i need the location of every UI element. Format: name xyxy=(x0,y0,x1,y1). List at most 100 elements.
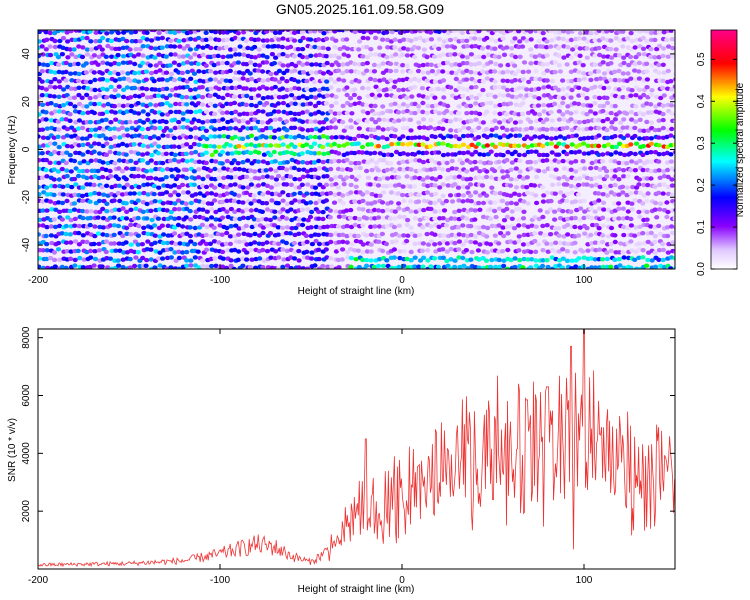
heatmap-cell xyxy=(260,200,266,206)
heatmap-cell xyxy=(55,240,62,246)
heatmap-cell xyxy=(661,30,667,35)
heatmap-cell xyxy=(456,104,462,109)
heatmap-cell xyxy=(151,30,157,33)
heatmap-cell xyxy=(52,224,59,230)
heatmap-cell xyxy=(76,118,83,123)
heatmap-cell xyxy=(38,185,41,190)
heatmap-cell xyxy=(87,264,93,269)
heatmap-cell xyxy=(196,199,202,204)
heatmap-cell xyxy=(40,175,46,180)
heatmap-cell xyxy=(424,231,430,237)
heatmap-cell xyxy=(183,175,189,181)
heatmap-cell xyxy=(536,152,543,158)
heatmap-cell xyxy=(564,125,570,130)
heatmap-cell xyxy=(435,264,442,269)
heatmap-cell xyxy=(87,199,93,204)
heatmap-cell xyxy=(672,256,675,261)
heatmap-cell xyxy=(312,167,318,172)
heatmap-cell xyxy=(360,223,366,228)
heatmap-cell xyxy=(560,87,566,92)
heatmap-cell xyxy=(275,225,281,230)
heatmap-cell xyxy=(248,182,254,187)
heatmap-cell xyxy=(392,127,398,133)
heatmap-cell xyxy=(364,102,370,108)
heatmap-cell xyxy=(139,158,146,163)
heatmap-cell xyxy=(401,214,407,220)
heatmap-cell xyxy=(43,117,49,122)
heatmap-cell xyxy=(39,44,45,49)
heatmap-cell xyxy=(203,37,209,42)
heatmap-cell xyxy=(172,225,178,230)
heatmap-cell xyxy=(304,109,310,114)
heatmap-cell xyxy=(605,135,611,141)
heatmap-cell xyxy=(588,232,594,238)
heatmap-cell xyxy=(268,185,274,190)
heatmap-cell xyxy=(664,134,670,140)
heatmap-cell xyxy=(135,198,141,203)
heatmap-cell xyxy=(304,249,310,254)
colorbar: 0.00.10.20.30.40.5 Normalized spectral a… xyxy=(696,29,746,276)
heatmap-cell xyxy=(544,117,550,122)
heatmap-cell xyxy=(421,125,427,130)
heatmap-cell xyxy=(57,209,63,214)
heatmap-cell xyxy=(83,70,89,75)
heatmap-cell xyxy=(105,265,111,269)
heatmap-cell xyxy=(637,190,644,196)
heatmap-cell xyxy=(287,231,293,236)
heatmap-cell xyxy=(132,239,138,244)
heatmap-cell xyxy=(156,185,162,190)
heatmap-cell xyxy=(633,93,639,98)
heatmap-cell xyxy=(393,68,399,74)
heatmap-cell xyxy=(316,37,322,42)
heatmap-cell xyxy=(544,152,550,158)
heatmap-cell xyxy=(420,70,426,75)
heatmap-cell xyxy=(649,88,655,93)
heatmap-cell xyxy=(249,224,255,230)
heatmap-cell xyxy=(505,231,511,236)
heatmap-cell xyxy=(103,239,109,244)
heatmap-cell xyxy=(480,120,486,125)
heatmap-cell xyxy=(213,209,219,215)
heatmap-cell xyxy=(565,191,571,197)
heatmap-cell xyxy=(51,250,58,255)
heatmap-cell xyxy=(121,76,127,81)
heatmap-cell xyxy=(480,256,486,261)
heatmap-cell xyxy=(248,30,254,33)
heatmap-cell xyxy=(476,225,482,230)
heatmap-cell xyxy=(492,103,499,109)
heatmap-cell xyxy=(232,247,238,253)
heatmap-cell xyxy=(148,45,154,50)
heatmap-cell xyxy=(84,209,90,214)
heatmap-cell xyxy=(224,110,230,115)
heatmap-cell xyxy=(115,52,121,58)
heatmap-cell xyxy=(361,159,367,164)
heatmap-cell xyxy=(608,225,615,231)
heatmap-cell xyxy=(501,85,507,90)
heatmap-cell xyxy=(437,62,443,68)
heatmap-cell xyxy=(177,241,183,246)
heatmap-cell xyxy=(257,256,263,261)
heatmap-cell xyxy=(80,198,86,203)
x-tick-label: -200 xyxy=(28,275,48,286)
heatmap-cell xyxy=(192,255,198,260)
heatmap-cell xyxy=(83,61,89,66)
heatmap-cell xyxy=(556,226,562,231)
heatmap-cell xyxy=(391,255,397,260)
heatmap-cell xyxy=(569,142,575,147)
heatmap-cell xyxy=(72,239,79,244)
heatmap-cell xyxy=(333,249,339,254)
heatmap-cell xyxy=(292,125,298,130)
heatmap-cell xyxy=(572,30,578,33)
heatmap-cell xyxy=(328,239,334,245)
heatmap-cell xyxy=(311,141,318,146)
heatmap-cell xyxy=(344,37,350,42)
heatmap-cell xyxy=(227,78,233,84)
heatmap-cell xyxy=(275,182,281,187)
heatmap-cell xyxy=(259,128,266,133)
heatmap-cell xyxy=(72,223,78,228)
heatmap-cell xyxy=(177,44,183,49)
heatmap-cell xyxy=(476,257,482,262)
heatmap-cell xyxy=(540,185,546,190)
heatmap-cell xyxy=(176,144,182,150)
heatmap-cell xyxy=(304,169,310,174)
